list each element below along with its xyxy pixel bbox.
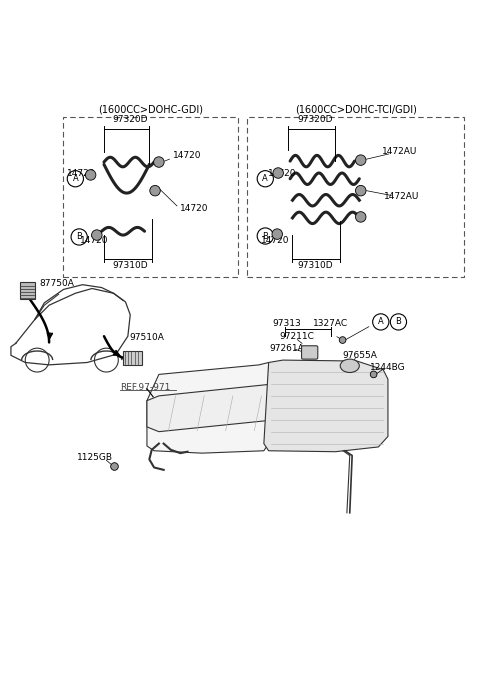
Text: 14720: 14720: [268, 168, 296, 177]
Polygon shape: [147, 384, 283, 432]
Text: 97655A: 97655A: [343, 351, 378, 360]
Circle shape: [356, 211, 366, 222]
Bar: [123, 351, 142, 365]
Text: 97211C: 97211C: [280, 331, 315, 341]
Text: 97310D: 97310D: [112, 261, 148, 270]
Text: 87750A: 87750A: [39, 279, 74, 288]
Polygon shape: [147, 362, 269, 453]
Text: 1244BG: 1244BG: [370, 363, 406, 372]
Text: A: A: [378, 317, 384, 327]
Text: 97261A: 97261A: [269, 344, 304, 353]
Polygon shape: [264, 360, 388, 451]
FancyBboxPatch shape: [63, 117, 238, 277]
Circle shape: [356, 186, 366, 196]
Bar: [20, 282, 35, 299]
Circle shape: [272, 229, 282, 239]
Text: 14720: 14720: [67, 168, 96, 177]
Text: 1472AU: 1472AU: [384, 192, 419, 201]
Text: 1327AC: 1327AC: [313, 319, 348, 328]
Text: 1472AU: 1472AU: [382, 147, 418, 156]
Text: 97310D: 97310D: [298, 261, 333, 270]
Circle shape: [92, 230, 102, 240]
Circle shape: [85, 170, 96, 180]
Circle shape: [154, 157, 164, 167]
Text: 97320D: 97320D: [112, 115, 148, 124]
Text: (1600CC>DOHC-GDI): (1600CC>DOHC-GDI): [98, 105, 203, 115]
FancyBboxPatch shape: [247, 117, 464, 277]
Text: (1600CC>DOHC-TCI/GDI): (1600CC>DOHC-TCI/GDI): [295, 105, 417, 115]
Text: 14720: 14720: [80, 236, 108, 246]
Text: A: A: [263, 174, 268, 183]
Text: B: B: [263, 231, 268, 241]
Text: 97313: 97313: [272, 319, 301, 328]
Text: 14720: 14720: [261, 236, 289, 246]
Text: REF.97-971: REF.97-971: [120, 383, 170, 391]
Circle shape: [150, 186, 160, 196]
Circle shape: [370, 371, 377, 378]
Ellipse shape: [340, 359, 360, 372]
Text: B: B: [76, 233, 82, 241]
Text: A: A: [72, 174, 78, 183]
Circle shape: [356, 155, 366, 165]
Circle shape: [111, 462, 118, 471]
Circle shape: [273, 168, 283, 178]
Text: 14720: 14720: [173, 151, 202, 160]
Text: 97510A: 97510A: [130, 333, 164, 342]
Circle shape: [339, 337, 346, 343]
FancyBboxPatch shape: [301, 346, 318, 359]
Text: 1125GB: 1125GB: [77, 454, 113, 462]
Text: B: B: [396, 317, 401, 327]
Text: 14720: 14720: [180, 204, 209, 213]
Text: 97320D: 97320D: [298, 115, 333, 124]
